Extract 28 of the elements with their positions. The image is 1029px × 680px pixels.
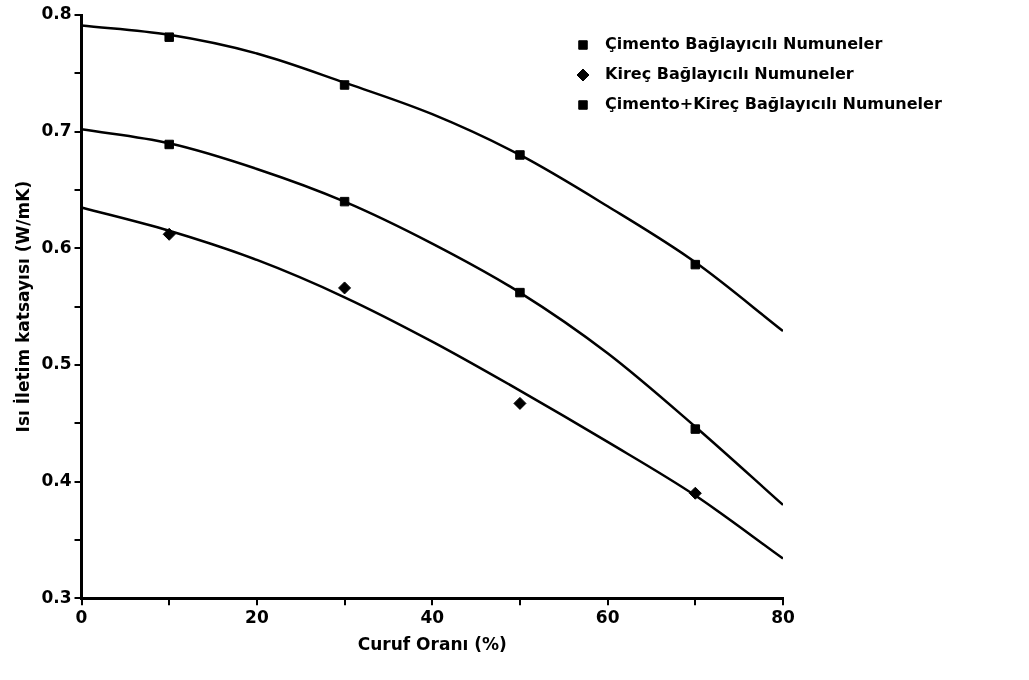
legend-label: Kireç Bağlayıcılı Numuneler — [605, 64, 854, 84]
y-tick-label: 0.6 — [41, 236, 72, 257]
y-tick-label: 0.4 — [41, 469, 72, 490]
y-tick-label: 0.5 — [41, 353, 72, 374]
x-tick-label: 20 — [245, 606, 269, 627]
point — [339, 196, 350, 207]
point — [164, 139, 174, 150]
x-tick-label: 40 — [420, 606, 445, 627]
point — [515, 287, 525, 298]
point — [690, 424, 701, 434]
point — [690, 259, 701, 270]
y-tick-label: 0.3 — [41, 586, 72, 607]
point — [515, 150, 525, 160]
x-tick-label: 80 — [771, 606, 795, 627]
point — [164, 32, 174, 42]
legend-label: Çimento Bağlayıcılı Numuneler — [605, 34, 883, 54]
point — [688, 486, 702, 500]
y-tick-label: 0.7 — [41, 120, 72, 141]
x-tick-label: 0 — [75, 606, 88, 627]
point — [339, 80, 350, 90]
y-tick-label: 0.8 — [41, 3, 72, 24]
x-axis-title: Curuf Oranı (%) — [357, 634, 507, 655]
point — [162, 227, 176, 241]
y-axis-title: Isı İletim katsayısı (W/mK) — [11, 180, 33, 433]
point — [338, 281, 352, 295]
point — [513, 396, 527, 410]
x-tick-label: 60 — [595, 606, 620, 627]
legend-label: Çimento+Kireç Bağlayıcılı Numuneler — [605, 94, 942, 114]
